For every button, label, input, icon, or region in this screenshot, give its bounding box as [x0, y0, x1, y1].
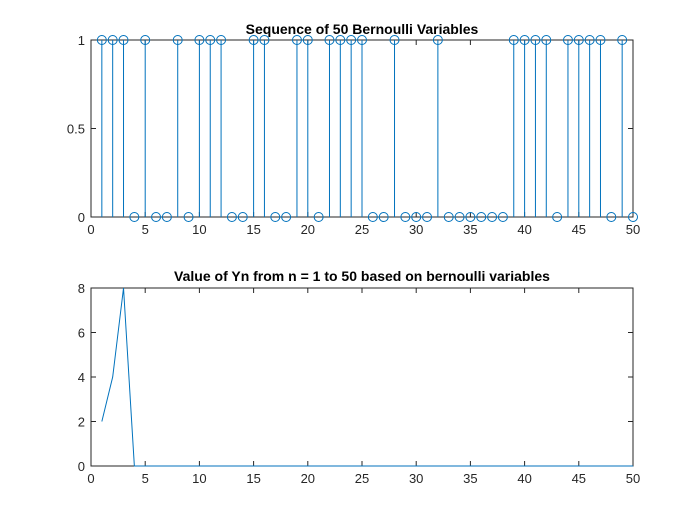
- x-tick-label: 0: [87, 471, 94, 486]
- x-tick-label: 45: [572, 222, 586, 237]
- stem-marker: [432, 35, 443, 45]
- stem-marker: [422, 212, 433, 222]
- stem-marker: [226, 212, 237, 222]
- stem-marker: [573, 35, 584, 45]
- x-tick-label: 50: [626, 471, 640, 486]
- x-tick-label: 30: [409, 222, 423, 237]
- stem-marker: [541, 35, 552, 45]
- stem-marker: [216, 35, 227, 45]
- stem-marker: [562, 35, 573, 45]
- stem-marker: [172, 35, 183, 45]
- stem-marker: [595, 35, 606, 45]
- stem-marker: [508, 35, 519, 45]
- stem-marker: [606, 212, 617, 222]
- stem-marker: [324, 35, 335, 45]
- x-tick-label: 45: [572, 471, 586, 486]
- stem-marker: [140, 35, 151, 45]
- x-tick-label: 10: [192, 222, 206, 237]
- stem-marker: [346, 35, 357, 45]
- y-tick-label: 1: [78, 33, 85, 48]
- stem-marker: [465, 212, 476, 222]
- x-tick-label: 0: [87, 222, 94, 237]
- plot-area: [90, 287, 634, 467]
- stem-marker: [519, 35, 530, 45]
- stem-marker: [617, 35, 628, 45]
- x-tick-label: 35: [463, 471, 477, 486]
- x-tick-label: 20: [301, 222, 315, 237]
- chart-bernoulli-sequence: Sequence of 50 Bernoulli Variables 0 5 10 1…: [67, 21, 640, 237]
- stem-marker: [335, 35, 346, 45]
- stem-marker: [313, 212, 324, 222]
- stem-marker: [443, 212, 454, 222]
- series-line: [101, 287, 633, 467]
- chart-title: Value of Yn from n = 1 to 50 based on be…: [174, 268, 550, 284]
- x-tick-label: 5: [142, 471, 149, 486]
- x-tick-label: 15: [246, 471, 260, 486]
- y-tick-label: 0: [78, 459, 85, 474]
- stem-marker: [411, 212, 422, 222]
- y-tick-label: 6: [78, 326, 85, 341]
- stem-marker: [530, 35, 541, 45]
- stem-marker: [628, 212, 638, 222]
- x-tick-label: 50: [626, 222, 640, 237]
- stem-marker: [151, 212, 162, 222]
- chart-title: Sequence of 50 Bernoulli Variables: [246, 21, 479, 37]
- stem-marker: [107, 35, 118, 45]
- stem-marker: [367, 212, 378, 222]
- stem-marker: [194, 35, 205, 45]
- y-tick-label: 0.5: [67, 122, 85, 137]
- stem-marker: [248, 35, 259, 45]
- stem-marker: [378, 212, 389, 222]
- x-tick-label: 20: [301, 471, 315, 486]
- stem-marker: [259, 35, 270, 45]
- stem-marker: [281, 212, 292, 222]
- y-tick-label: 8: [78, 281, 85, 296]
- stem-marker: [96, 35, 107, 45]
- x-tick-label: 35: [463, 222, 477, 237]
- x-tick-label: 40: [517, 471, 531, 486]
- stem-marker: [584, 35, 595, 45]
- stem-marker: [357, 35, 367, 45]
- y-tick-label: 2: [78, 415, 85, 430]
- stem-marker: [291, 35, 302, 45]
- stem-marker: [118, 35, 129, 45]
- stem-marker: [205, 35, 216, 45]
- x-tick-label: 15: [246, 222, 260, 237]
- x-tick-label: 25: [355, 471, 369, 486]
- x-tick-label: 10: [192, 471, 206, 486]
- stem-marker: [476, 212, 487, 222]
- stem-marker: [237, 212, 248, 222]
- stem-marker: [129, 212, 140, 222]
- stem-marker: [270, 212, 281, 222]
- stem-marker: [389, 35, 400, 45]
- x-tick-label: 25: [355, 222, 369, 237]
- y-tick-label: 0: [78, 210, 85, 225]
- x-tick-label: 30: [409, 471, 423, 486]
- stem-marker: [454, 212, 465, 222]
- stem-marker: [497, 212, 508, 222]
- stem-marker: [161, 212, 172, 222]
- x-tick-label: 40: [517, 222, 531, 237]
- y-tick-label: 4: [78, 370, 85, 385]
- stem-marker: [183, 212, 194, 222]
- x-tick-label: 5: [142, 222, 149, 237]
- stem-marker: [302, 35, 313, 45]
- stem-marker: [400, 212, 411, 222]
- chart-yn-values: Value of Yn from n = 1 to 50 based on be…: [78, 268, 640, 486]
- stem-marker: [487, 212, 498, 222]
- stem-marker: [552, 212, 563, 222]
